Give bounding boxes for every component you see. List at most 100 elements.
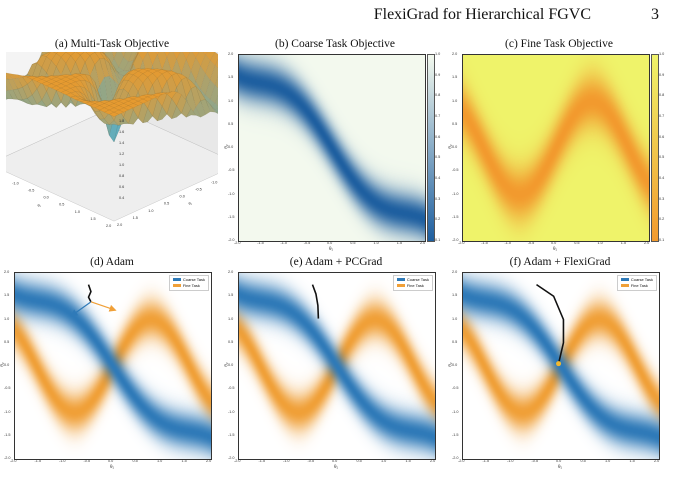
- legend-label: Coarse Task: [630, 277, 653, 282]
- y-axis-label: θ₂: [189, 202, 193, 206]
- x-tick-label: 0.5: [356, 459, 362, 463]
- y-tick-label: 1.5: [4, 293, 10, 298]
- colorbar-tick-label: 0.5: [435, 155, 441, 160]
- x-tick-label: 2.0: [654, 459, 660, 463]
- legend-item-fine: Fine Task: [396, 283, 429, 289]
- converged-point: [556, 361, 562, 367]
- y-tick-label: 0.0: [452, 145, 458, 149]
- colorbar-tick-label: 0.7: [435, 114, 441, 118]
- colorbar-tick-label: 1.0: [435, 52, 441, 56]
- y-tick-label: 1.0: [228, 98, 234, 103]
- x-tick-label: -2.0: [234, 241, 241, 245]
- x-tick-label: 1.5: [90, 217, 95, 221]
- trajectory-overlay: [311, 284, 320, 319]
- legend-item-coarse: Coarse Task: [396, 277, 429, 283]
- y-tick-label: 0.5: [452, 339, 458, 344]
- plot-area: [462, 54, 650, 242]
- colorbar-tick-label: 0.8: [659, 93, 665, 98]
- colorbar-tick-label: 0.9: [435, 72, 441, 77]
- x-tick-label: 1.5: [181, 459, 187, 463]
- legend-label: Coarse Task: [182, 277, 205, 282]
- running-title: FlexiGrad for Hierarchical FGVC: [373, 6, 591, 23]
- x-tick-label: -1.5: [257, 241, 264, 245]
- x-tick-label: 0.0: [332, 459, 338, 463]
- x-tick-label: 0.5: [574, 241, 580, 245]
- x-tick-label: -1.0: [280, 241, 288, 245]
- y-tick-label: -1.0: [4, 409, 11, 414]
- x-tick-label: 0.5: [132, 459, 138, 463]
- heatmap-canvas: [15, 273, 211, 459]
- x-tick-label: 1.0: [597, 241, 603, 245]
- y-tick-label: 1.0: [148, 209, 153, 213]
- plot-area: Coarse Task Fine Task: [462, 272, 660, 460]
- plot-area: Coarse Task Fine Task: [238, 272, 436, 460]
- y-axis-label: θ₂: [447, 144, 453, 149]
- x-axis-label: θ₁: [37, 204, 41, 208]
- z-tick-label: 1.0: [119, 163, 124, 167]
- colorbar-tick-label: 0.8: [435, 93, 441, 98]
- y-tick-label: 2.0: [452, 270, 458, 274]
- x-tick-label: 0.0: [327, 241, 333, 245]
- y-tick-label: -1.0: [452, 191, 459, 196]
- x-tick-label: 2.0: [430, 459, 436, 463]
- x-tick-label: 1.0: [373, 241, 379, 245]
- surface-plot: -2.0-1.5-1.0-0.50.00.51.01.52.0-2.0-1.5-…: [6, 52, 218, 228]
- legend: Coarse Task Fine Task: [168, 275, 209, 291]
- z-tick-label: 1.8: [119, 119, 124, 123]
- colorbar-tick-label: 0.6: [659, 134, 665, 139]
- colorbar-tick-label: 0.5: [659, 155, 665, 160]
- y-tick-label: -2.0: [228, 238, 235, 242]
- page-header: FlexiGrad for Hierarchical FGVC 3: [0, 4, 673, 30]
- y-tick-label: 0.0: [180, 195, 185, 199]
- heatmap-canvas: [463, 55, 649, 241]
- y-tick-label: 0.5: [164, 202, 169, 206]
- x-tick-label: -1.0: [283, 459, 290, 463]
- x-tick-label: 2.0: [106, 224, 111, 228]
- page-number: 3: [651, 6, 659, 23]
- panel-multi-task-objective: (a) Multi-Task Objective -2.0-1.5-1.0-0.…: [6, 38, 218, 248]
- trajectory-overlay: [70, 284, 117, 317]
- optimization-trajectory: [311, 284, 320, 319]
- y-tick-label: -1.5: [452, 432, 459, 437]
- y-tick-label: -1.5: [228, 214, 235, 219]
- y-tick-label: -1.0: [228, 409, 235, 414]
- colorbar-tick-label: 0.9: [659, 72, 665, 77]
- x-axis-label: θ₁: [110, 464, 115, 469]
- x-tick-label: -0.5: [527, 241, 535, 245]
- y-tick-label: 2.0: [117, 223, 122, 227]
- legend: Coarse Task Fine Task: [392, 275, 433, 291]
- x-tick-label: -1.0: [59, 459, 66, 463]
- x-tick-label: 0.5: [59, 203, 64, 207]
- z-tick-label: 1.4: [119, 141, 124, 145]
- y-tick-label: -1.0: [211, 180, 218, 184]
- legend-item-fine: Fine Task: [172, 283, 205, 289]
- z-tick-label: 0.6: [119, 185, 124, 189]
- y-tick-label: 1.0: [228, 316, 234, 321]
- x-axis-label: θ₁: [553, 246, 558, 251]
- y-tick-label: -0.5: [228, 386, 235, 391]
- y-tick-label: 2.0: [228, 52, 234, 56]
- colorbar-tick-label: 0.4: [435, 176, 441, 180]
- panel-title: (c) Fine Task Objective: [505, 38, 613, 50]
- panel-title: (a) Multi-Task Objective: [54, 38, 170, 50]
- x-tick-label: -1.0: [12, 181, 19, 185]
- x-tick-label: 2.0: [644, 241, 650, 245]
- heatmap-canvas: [239, 273, 435, 459]
- plot-area: [238, 54, 426, 242]
- x-tick-label: -1.5: [481, 241, 488, 245]
- y-tick-label: 0.5: [228, 121, 234, 126]
- y-tick-label: 1.5: [452, 293, 458, 298]
- z-tick-label: 0.8: [119, 174, 124, 178]
- legend-label: Coarse Task: [406, 277, 429, 282]
- x-tick-label: 0.5: [580, 459, 586, 463]
- x-tick-label: -1.5: [258, 459, 266, 463]
- legend-label: Fine Task: [182, 283, 200, 288]
- legend: Coarse Task Fine Task: [616, 275, 657, 291]
- colorbar-tick-label: 0.4: [659, 176, 665, 180]
- legend-item-coarse: Coarse Task: [620, 277, 653, 283]
- x-tick-label: -2.0: [10, 459, 17, 463]
- x-tick-label: 0.0: [556, 459, 562, 463]
- trajectory-overlay: [536, 283, 565, 367]
- legend-label: Fine Task: [406, 283, 424, 288]
- colorbar-tick-label: 0.2: [659, 217, 665, 222]
